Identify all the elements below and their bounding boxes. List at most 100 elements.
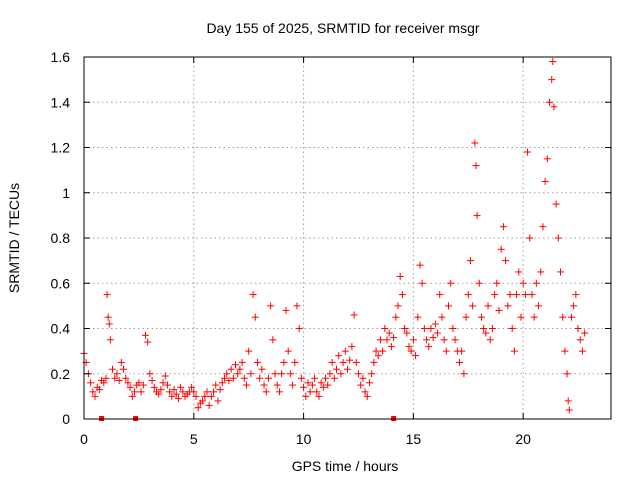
data-point <box>306 388 314 396</box>
data-point <box>480 325 488 332</box>
data-point <box>475 279 483 287</box>
data-point <box>420 325 428 332</box>
data-point <box>172 390 180 398</box>
data-point <box>392 313 400 321</box>
data-point <box>210 388 218 396</box>
y-tick-label: 0 <box>62 411 70 427</box>
data-point <box>100 379 108 387</box>
data-point <box>190 388 198 396</box>
data-point <box>570 302 578 310</box>
data-point <box>427 325 435 332</box>
data-point <box>429 334 437 342</box>
data-point <box>372 347 380 355</box>
data-point <box>300 383 308 391</box>
data-point <box>103 291 111 299</box>
data-point <box>519 279 527 287</box>
data-point <box>201 392 209 400</box>
data-point <box>449 325 457 332</box>
data-point <box>354 370 362 378</box>
data-point <box>242 381 250 389</box>
data-point <box>91 392 99 400</box>
data-point <box>179 388 187 396</box>
data-point <box>548 76 556 84</box>
data-point <box>109 365 117 373</box>
data-point <box>477 313 485 321</box>
data-point <box>418 279 426 287</box>
data-point <box>278 370 286 378</box>
data-point <box>451 336 459 344</box>
data-point <box>249 291 257 299</box>
data-point <box>376 336 384 344</box>
data-point <box>565 406 573 414</box>
data-point <box>120 365 128 373</box>
data-point <box>322 374 330 382</box>
data-point <box>346 356 354 364</box>
axis-ticks <box>83 56 611 420</box>
x-tick-label: 5 <box>190 431 198 447</box>
data-point <box>550 103 558 111</box>
data-point <box>535 302 543 310</box>
data-point <box>207 392 215 400</box>
data-point <box>87 379 95 387</box>
x-axis-label: GPS time / hours <box>292 458 399 474</box>
data-point <box>319 383 327 391</box>
data-point <box>442 347 450 355</box>
y-tick-label: 0.8 <box>51 230 71 246</box>
data-point <box>549 58 557 66</box>
data-point <box>484 302 492 310</box>
y-tick-label: 1.6 <box>51 49 71 65</box>
data-point <box>486 336 494 344</box>
data-point <box>423 336 431 344</box>
data-point <box>348 343 356 351</box>
data-point <box>458 347 466 355</box>
data-point <box>232 361 240 369</box>
data-point <box>260 381 268 389</box>
data-point <box>387 343 395 351</box>
data-point <box>297 374 305 382</box>
data-point <box>365 379 373 387</box>
data-points <box>80 58 589 414</box>
data-point <box>203 388 211 396</box>
data-point <box>139 381 147 389</box>
data-point <box>155 390 163 398</box>
data-point <box>284 347 292 355</box>
data-point <box>563 370 571 378</box>
y-tick-label: 1 <box>62 185 70 201</box>
data-point <box>357 381 365 389</box>
y-tick-label: 1.4 <box>51 94 71 110</box>
x-tick-label: 20 <box>515 431 531 447</box>
data-point <box>216 386 224 394</box>
data-point <box>561 347 569 355</box>
data-point <box>464 291 472 299</box>
data-point <box>581 329 589 337</box>
x-tick-labels: 0 5 10 15 20 <box>80 431 531 447</box>
data-point <box>510 347 518 355</box>
data-point <box>295 325 303 332</box>
data-point <box>324 381 332 389</box>
data-point <box>455 358 463 366</box>
data-point <box>462 313 470 321</box>
data-point <box>396 272 404 280</box>
data-point <box>381 325 389 332</box>
data-point <box>218 379 226 387</box>
data-point <box>95 386 103 394</box>
data-point <box>344 365 351 373</box>
data-point <box>308 381 316 389</box>
data-point <box>350 311 358 319</box>
data-point <box>104 313 112 321</box>
data-point <box>157 386 165 394</box>
data-point <box>137 388 145 396</box>
data-point <box>471 139 479 147</box>
data-point <box>262 388 270 396</box>
data-point <box>574 325 582 332</box>
data-point <box>572 291 580 299</box>
data-point <box>256 374 264 382</box>
data-point <box>311 374 319 382</box>
data-point <box>440 336 448 344</box>
data-point <box>414 313 422 321</box>
data-point <box>401 325 409 332</box>
data-point <box>234 370 242 378</box>
data-point <box>177 383 185 391</box>
data-point <box>466 257 474 265</box>
data-point <box>251 313 259 321</box>
